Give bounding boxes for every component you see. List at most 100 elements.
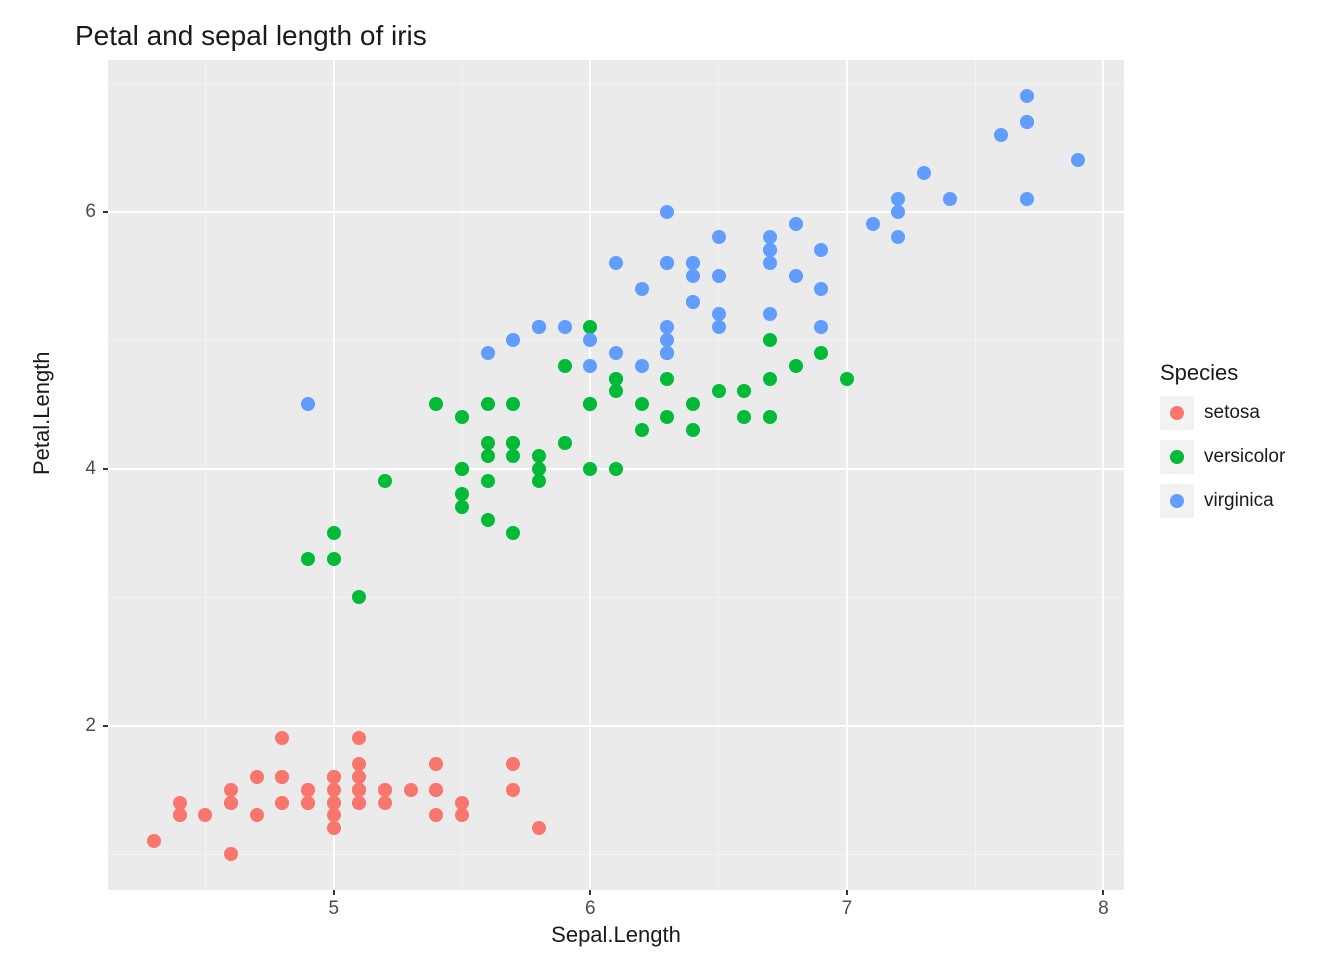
- point-virginica: [686, 269, 700, 283]
- point-setosa: [352, 770, 366, 784]
- point-virginica: [712, 269, 726, 283]
- point-virginica: [866, 217, 880, 231]
- point-versicolor: [532, 474, 546, 488]
- point-virginica: [1020, 89, 1034, 103]
- point-versicolor: [506, 449, 520, 463]
- x-tick-mark: [1102, 890, 1104, 895]
- point-virginica: [506, 333, 520, 347]
- point-virginica: [609, 346, 623, 360]
- point-setosa: [327, 821, 341, 835]
- point-setosa: [224, 796, 238, 810]
- point-setosa: [404, 783, 418, 797]
- grid-minor-v: [205, 60, 206, 890]
- point-setosa: [532, 821, 546, 835]
- legend-label: setosa: [1204, 402, 1260, 424]
- point-versicolor: [455, 500, 469, 514]
- point-versicolor: [352, 590, 366, 604]
- point-versicolor: [378, 474, 392, 488]
- point-virginica: [609, 256, 623, 270]
- point-versicolor: [506, 397, 520, 411]
- point-versicolor: [558, 436, 572, 450]
- grid-major-v: [333, 60, 335, 890]
- point-versicolor: [609, 384, 623, 398]
- point-setosa: [275, 796, 289, 810]
- point-virginica: [943, 192, 957, 206]
- point-virginica: [1020, 192, 1034, 206]
- point-versicolor: [660, 410, 674, 424]
- y-axis-label: Petal.Length: [29, 351, 55, 475]
- grid-minor-v: [975, 60, 976, 890]
- x-tick-label: 7: [842, 898, 853, 920]
- point-virginica: [763, 307, 777, 321]
- point-setosa: [352, 731, 366, 745]
- point-versicolor: [301, 552, 315, 566]
- point-versicolor: [763, 333, 777, 347]
- point-setosa: [147, 834, 161, 848]
- point-versicolor: [558, 359, 572, 373]
- y-tick-mark: [103, 211, 108, 213]
- point-virginica: [301, 397, 315, 411]
- point-virginica: [635, 359, 649, 373]
- chart-title: Petal and sepal length of iris: [75, 20, 427, 52]
- point-setosa: [378, 783, 392, 797]
- point-virginica: [712, 307, 726, 321]
- point-virginica: [1071, 153, 1085, 167]
- y-tick-mark: [103, 468, 108, 470]
- point-versicolor: [737, 410, 751, 424]
- x-tick-mark: [846, 890, 848, 895]
- legend-key-setosa: [1170, 406, 1184, 420]
- x-tick-mark: [589, 890, 591, 895]
- y-tick-label: 2: [85, 715, 96, 737]
- point-versicolor: [712, 384, 726, 398]
- point-virginica: [814, 320, 828, 334]
- point-virginica: [789, 217, 803, 231]
- point-versicolor: [763, 372, 777, 386]
- grid-major-h: [108, 725, 1124, 727]
- point-virginica: [712, 230, 726, 244]
- point-setosa: [352, 796, 366, 810]
- point-virginica: [660, 333, 674, 347]
- grid-minor-h: [108, 854, 1124, 855]
- point-versicolor: [583, 462, 597, 476]
- x-tick-mark: [333, 890, 335, 895]
- point-virginica: [763, 256, 777, 270]
- point-versicolor: [609, 462, 623, 476]
- point-versicolor: [763, 410, 777, 424]
- point-virginica: [891, 230, 905, 244]
- point-versicolor: [481, 474, 495, 488]
- point-virginica: [660, 205, 674, 219]
- point-versicolor: [506, 526, 520, 540]
- point-setosa: [429, 808, 443, 822]
- point-versicolor: [635, 397, 649, 411]
- point-setosa: [506, 783, 520, 797]
- point-setosa: [224, 847, 238, 861]
- point-versicolor: [635, 423, 649, 437]
- grid-major-v: [1102, 60, 1104, 890]
- point-versicolor: [455, 462, 469, 476]
- point-versicolor: [532, 462, 546, 476]
- point-setosa: [429, 783, 443, 797]
- x-axis-label: Sepal.Length: [551, 922, 681, 948]
- point-virginica: [763, 243, 777, 257]
- point-versicolor: [481, 449, 495, 463]
- point-virginica: [481, 346, 495, 360]
- point-versicolor: [429, 397, 443, 411]
- y-tick-mark: [103, 725, 108, 727]
- point-setosa: [198, 808, 212, 822]
- point-virginica: [635, 282, 649, 296]
- point-virginica: [686, 295, 700, 309]
- grid-minor-v: [718, 60, 719, 890]
- point-setosa: [275, 731, 289, 745]
- point-setosa: [327, 770, 341, 784]
- point-setosa: [301, 796, 315, 810]
- point-setosa: [378, 796, 392, 810]
- y-tick-label: 6: [85, 201, 96, 223]
- point-virginica: [994, 128, 1008, 142]
- legend-key-virginica: [1170, 494, 1184, 508]
- point-setosa: [455, 808, 469, 822]
- point-versicolor: [481, 513, 495, 527]
- point-virginica: [583, 333, 597, 347]
- point-versicolor: [686, 397, 700, 411]
- point-versicolor: [327, 552, 341, 566]
- point-versicolor: [583, 397, 597, 411]
